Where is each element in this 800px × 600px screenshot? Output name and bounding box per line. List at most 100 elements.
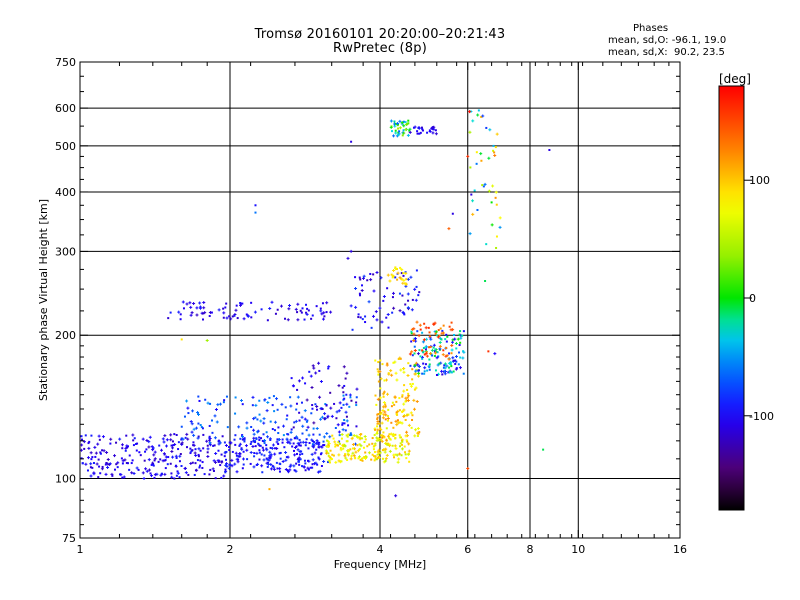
- data-point: [263, 399, 266, 402]
- data-point: [355, 434, 359, 438]
- data-point: [386, 392, 390, 396]
- data-point: [342, 394, 345, 397]
- data-point: [386, 443, 389, 446]
- data-point: [173, 433, 176, 436]
- data-point: [130, 471, 134, 475]
- data-point: [163, 453, 166, 456]
- data-point: [170, 475, 174, 479]
- data-point: [410, 330, 413, 333]
- data-point: [80, 438, 83, 441]
- data-point: [104, 472, 108, 476]
- data-point: [408, 129, 411, 132]
- data-point: [358, 292, 361, 295]
- data-point: [185, 432, 189, 436]
- data-point: [290, 377, 293, 380]
- data-point: [250, 301, 253, 304]
- data-point: [320, 445, 323, 448]
- data-point: [304, 469, 307, 472]
- data-point: [363, 440, 366, 443]
- data-point: [145, 439, 149, 443]
- data-point: [271, 465, 274, 468]
- data-point: [458, 333, 461, 336]
- data-point: [138, 451, 141, 454]
- data-point: [171, 455, 175, 459]
- data-point: [91, 466, 94, 469]
- data-point: [250, 316, 253, 319]
- data-point: [251, 439, 255, 443]
- data-point: [227, 466, 231, 470]
- data-point: [404, 453, 407, 456]
- data-point: [301, 440, 305, 444]
- data-point: [229, 317, 233, 321]
- data-point: [343, 419, 346, 422]
- data-point: [383, 379, 386, 382]
- data-point: [271, 443, 275, 447]
- data-point: [217, 460, 220, 463]
- data-point: [445, 346, 448, 349]
- data-point: [448, 366, 451, 369]
- data-point: [337, 441, 340, 444]
- data-point: [236, 460, 240, 464]
- y-tick-label: 750: [55, 56, 76, 69]
- data-point: [417, 432, 420, 435]
- data-point: [266, 401, 270, 405]
- data-point: [493, 151, 496, 154]
- data-point: [221, 435, 224, 438]
- data-point: [395, 453, 399, 457]
- data-point: [392, 453, 396, 457]
- data-point: [345, 393, 348, 396]
- data-point: [413, 372, 417, 376]
- data-point: [180, 464, 183, 467]
- data-point: [491, 184, 495, 188]
- data-point: [387, 408, 390, 411]
- data-point: [399, 442, 402, 445]
- data-point: [416, 363, 420, 367]
- data-point: [419, 355, 422, 358]
- data-point: [416, 132, 419, 135]
- y-tick-label: 600: [55, 102, 76, 115]
- data-point: [411, 298, 414, 301]
- data-point: [401, 440, 404, 443]
- data-point: [307, 468, 310, 471]
- data-point: [241, 403, 244, 406]
- data-point: [206, 447, 210, 451]
- data-point: [415, 320, 419, 324]
- data-point: [357, 313, 360, 316]
- data-point: [400, 439, 403, 442]
- data-point: [407, 362, 410, 365]
- data-point: [347, 450, 350, 453]
- data-point: [225, 450, 228, 453]
- data-point: [104, 463, 107, 466]
- data-point: [373, 443, 377, 447]
- data-point: [354, 457, 357, 460]
- data-point: [410, 308, 414, 312]
- data-point: [292, 426, 295, 429]
- data-point: [111, 474, 114, 477]
- data-point: [295, 462, 298, 465]
- data-point: [380, 433, 384, 437]
- data-point: [330, 414, 334, 418]
- data-point: [494, 190, 498, 194]
- data-point: [405, 278, 408, 281]
- data-point: [377, 413, 380, 416]
- data-point: [89, 474, 93, 478]
- data-point: [423, 370, 426, 373]
- data-point: [284, 317, 287, 320]
- data-point: [356, 444, 359, 447]
- data-point: [279, 457, 282, 460]
- data-point: [254, 445, 257, 448]
- data-point: [351, 447, 354, 450]
- data-point: [116, 461, 120, 465]
- data-point: [268, 396, 271, 399]
- data-point: [238, 452, 242, 456]
- data-point: [320, 415, 324, 419]
- data-point: [376, 418, 379, 421]
- data-point: [482, 185, 485, 188]
- data-point: [233, 462, 237, 466]
- data-point: [265, 409, 269, 413]
- data-point: [240, 447, 244, 451]
- data-point: [397, 457, 401, 461]
- data-point: [407, 453, 410, 456]
- data-point: [159, 458, 162, 461]
